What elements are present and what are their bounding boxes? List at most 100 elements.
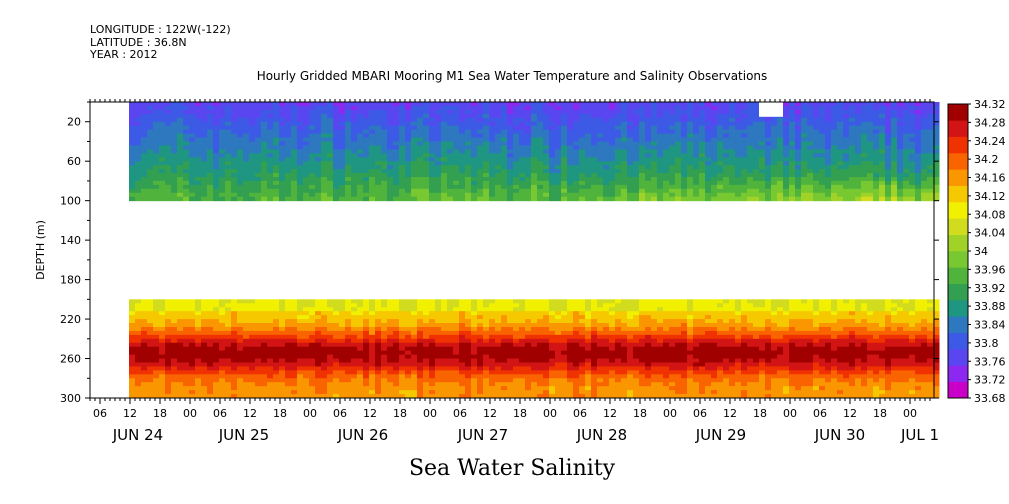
heatmap-cell	[159, 382, 166, 387]
heatmap-cell	[291, 303, 298, 308]
heatmap-cell	[375, 133, 382, 139]
heatmap-cell	[147, 315, 154, 320]
heatmap-cell	[711, 157, 718, 162]
heatmap-cell	[873, 161, 880, 166]
heatmap-cell	[225, 326, 232, 332]
heatmap-cell	[225, 311, 232, 316]
heatmap-cell	[603, 157, 610, 162]
heatmap-cell	[363, 338, 370, 344]
heatmap-cell	[327, 173, 334, 178]
heatmap-cell	[675, 125, 682, 131]
heatmap-cell	[825, 184, 832, 190]
heatmap-cell	[459, 133, 466, 139]
heatmap-cell	[747, 173, 754, 178]
heatmap-cell	[231, 153, 238, 158]
heatmap-cell	[315, 386, 322, 391]
heatmap-cell	[141, 109, 148, 115]
heatmap-cell	[519, 121, 526, 127]
heatmap-cell	[717, 153, 724, 158]
heatmap-cell	[549, 157, 556, 162]
heatmap-cell	[291, 165, 298, 170]
heatmap-cell	[441, 342, 448, 348]
heatmap-cell	[423, 145, 430, 150]
heatmap-cell	[405, 319, 412, 324]
heatmap-cell	[201, 145, 208, 150]
heatmap-cell	[129, 102, 136, 107]
heatmap-cell	[405, 358, 412, 363]
heatmap-cell	[321, 350, 328, 356]
heatmap-cell	[381, 378, 388, 383]
heatmap-cell	[297, 366, 304, 371]
heatmap-cell	[171, 117, 178, 123]
heatmap-cell	[405, 121, 412, 127]
heatmap-cell	[573, 180, 580, 186]
heatmap-cell	[795, 113, 802, 119]
heatmap-cell	[579, 102, 586, 107]
heatmap-cell	[765, 117, 772, 123]
heatmap-cell	[453, 141, 460, 146]
heatmap-cell	[309, 180, 316, 186]
heatmap-cell	[387, 358, 394, 363]
heatmap-cell	[495, 188, 502, 194]
heatmap-cell	[801, 125, 808, 131]
heatmap-cell	[837, 153, 844, 158]
heatmap-cell	[489, 192, 496, 198]
heatmap-cell	[165, 303, 172, 308]
heatmap-cell	[291, 378, 298, 383]
heatmap-cell	[387, 153, 394, 158]
heatmap-cell	[447, 394, 454, 399]
heatmap-cell	[195, 137, 202, 142]
heatmap-cell	[219, 342, 226, 348]
heatmap-cell	[201, 334, 208, 340]
heatmap-cell	[915, 188, 922, 194]
heatmap-cell	[345, 366, 352, 371]
heatmap-cell	[471, 192, 478, 198]
heatmap-cell	[225, 133, 232, 139]
heatmap-cell	[171, 315, 178, 320]
heatmap-cell	[519, 102, 526, 107]
heatmap-cell	[735, 157, 742, 162]
heatmap-cell	[609, 113, 616, 119]
heatmap-cell	[585, 173, 592, 178]
heatmap-cell	[393, 102, 400, 107]
heatmap-cell	[471, 315, 478, 320]
heatmap-cell	[567, 188, 574, 194]
heatmap-cell	[393, 105, 400, 111]
heatmap-cell	[303, 196, 310, 202]
heatmap-cell	[213, 157, 220, 162]
heatmap-cell	[513, 319, 520, 324]
heatmap-cell	[723, 129, 730, 135]
heatmap-cell	[783, 196, 790, 202]
heatmap-cell	[543, 173, 550, 178]
heatmap-cell	[285, 374, 292, 379]
heatmap-cell	[471, 125, 478, 131]
heatmap-cell	[495, 192, 502, 198]
heatmap-cell	[897, 121, 904, 127]
heatmap-cell	[375, 311, 382, 316]
heatmap-cell	[495, 180, 502, 186]
heatmap-cell	[771, 180, 778, 186]
heatmap-cell	[285, 311, 292, 316]
heatmap-cell	[495, 141, 502, 146]
heatmap-cell	[789, 153, 796, 158]
heatmap-cell	[171, 374, 178, 379]
heatmap-cell	[363, 121, 370, 127]
heatmap-cell	[303, 173, 310, 178]
heatmap-cell	[219, 386, 226, 391]
heatmap-cell	[243, 129, 250, 135]
heatmap-cell	[369, 188, 376, 194]
heatmap-cell	[207, 102, 214, 107]
heatmap-cell	[699, 102, 706, 107]
heatmap-cell	[189, 137, 196, 142]
heatmap-cell	[393, 358, 400, 363]
heatmap-cell	[243, 176, 250, 182]
heatmap-cell	[507, 117, 514, 123]
heatmap-cell	[621, 125, 628, 131]
heatmap-cell	[429, 307, 436, 312]
heatmap-cell	[135, 354, 142, 360]
heatmap-cell	[903, 169, 910, 174]
heatmap-cell	[717, 113, 724, 119]
heatmap-cell	[891, 169, 898, 174]
heatmap-cell	[525, 173, 532, 178]
heatmap-cell	[399, 169, 406, 174]
